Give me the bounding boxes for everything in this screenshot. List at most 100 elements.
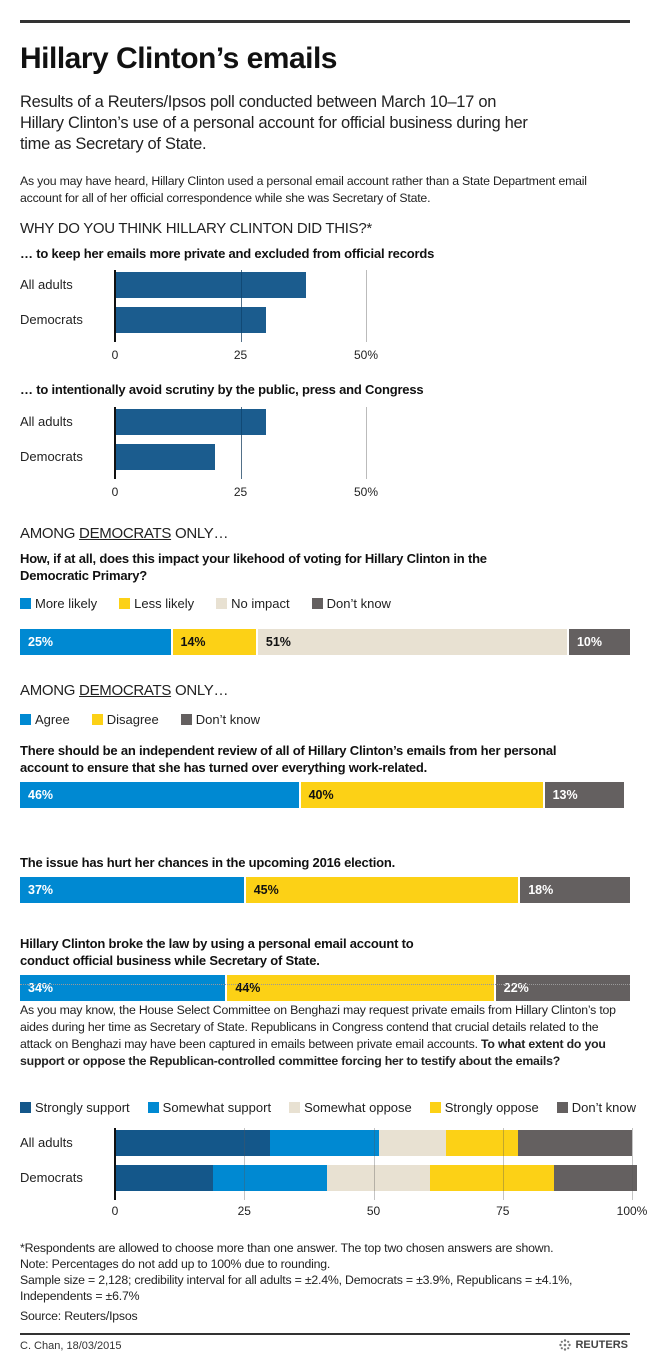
segment-strongly-oppose — [430, 1165, 555, 1191]
segment-agree: 46% — [20, 782, 301, 808]
footnote-rounding: Note: Percentages do not add up to 100% … — [20, 1257, 331, 1271]
segment-don-t-know: 18% — [520, 877, 630, 903]
footnote-respondents: *Respondents are allowed to choose more … — [20, 1241, 554, 1255]
legend-swatch — [216, 598, 228, 609]
among-democrats-heading-1: AMONG DEMOCRATS ONLY… — [20, 525, 229, 542]
chart3-legend: More likely Less likely No impact Don’t kno… — [20, 596, 391, 611]
top-rule — [20, 20, 630, 23]
tick-label: 50 — [366, 1204, 381, 1218]
chart-private-records: All adults Democrats 0 25 50% — [0, 270, 650, 370]
legend-item: More likely — [20, 596, 97, 611]
segment-disagree: 45% — [245, 877, 521, 903]
legend-label: Strongly support — [35, 1100, 130, 1115]
legend-swatch — [556, 1102, 568, 1113]
legend-label: Somewhat oppose — [304, 1100, 412, 1115]
intro-text: As you may have heard, Hillary Clinton u… — [20, 174, 587, 205]
segment-somewhat-oppose — [378, 1130, 446, 1156]
gridline-75 — [502, 1128, 504, 1200]
row-label: Democrats — [20, 1170, 83, 1185]
dotted-divider — [20, 984, 630, 985]
tick-label: 0 — [111, 348, 119, 362]
row-label: Democrats — [20, 449, 83, 464]
legend-label: No impact — [231, 596, 290, 611]
gridline-25 — [244, 1128, 246, 1200]
legend-swatch — [91, 714, 103, 725]
legend-item: Don’t know — [180, 712, 260, 727]
segment-agree: 37% — [20, 877, 246, 903]
legend-swatch — [289, 1102, 301, 1113]
legend-item: Agree — [20, 712, 70, 727]
bar-democrats — [115, 307, 266, 333]
tick-label: 0 — [111, 485, 119, 499]
segment-somewhat-support — [270, 1130, 379, 1156]
statement-block: The issue has hurt her chances in the up… — [20, 854, 630, 903]
row-label: All adults — [20, 1135, 73, 1150]
section-heading-why: WHY DO YOU THINK HILLARY CLINTON DID THI… — [20, 220, 372, 237]
tick-label: 75 — [496, 1204, 510, 1218]
segment-strongly-support — [115, 1165, 214, 1191]
segment-less-likely: 14% — [172, 629, 258, 655]
chart1-title: … to keep her emails more private and ex… — [20, 246, 435, 261]
segment-disagree: 40% — [300, 782, 545, 808]
tick-label: 25 — [233, 348, 248, 362]
axis-zero-line — [114, 407, 116, 479]
segment-don-t-know — [518, 1130, 632, 1156]
source: Source: Reuters/Ipsos — [20, 1309, 138, 1323]
chart5-legend: Strongly support Somewhat support Somewhat… — [20, 1100, 636, 1115]
chart2-title: … to intentionally avoid scrutiny by the… — [20, 382, 424, 397]
segment-no-impact: 51% — [257, 629, 569, 655]
bottom-rule — [20, 1333, 630, 1335]
legend-label: Agree — [35, 712, 70, 727]
tick-label: 100% — [616, 1204, 648, 1218]
segment-strongly-oppose — [445, 1130, 519, 1156]
legend-swatch — [20, 598, 31, 609]
legend-label: Don’t know — [571, 1100, 637, 1115]
segment-agree: 34% — [20, 975, 228, 1001]
credit: C. Chan, 18/03/2015 — [20, 1340, 122, 1352]
legend-swatch — [20, 714, 31, 725]
tick-label: 50% — [353, 348, 379, 362]
legend-swatch — [147, 1102, 159, 1113]
legend-label: Strongly oppose — [444, 1100, 539, 1115]
axis-zero-line — [114, 270, 116, 342]
chart4-legend: Agree Disagree Don’t know — [20, 712, 260, 727]
segment-don-t-know: 13% — [544, 782, 624, 808]
bar-all-adults — [115, 409, 266, 435]
gridline-overlay — [240, 407, 242, 479]
among-democrats-heading-2: AMONG DEMOCRATS ONLY… — [20, 682, 229, 699]
legend-item: Don’t know — [311, 596, 391, 611]
bar-all-adults — [115, 272, 306, 298]
chart3-stacked-bar: 25% 14% 51% 10% — [20, 629, 630, 655]
legend-item: Strongly support — [20, 1100, 130, 1115]
tick-label: 25 — [237, 1204, 251, 1218]
segment-somewhat-oppose — [326, 1165, 431, 1191]
legend-swatch — [311, 598, 323, 609]
statement-stacked-bar: 34% 44% 22% — [20, 975, 630, 1001]
bar-democrats — [115, 444, 216, 470]
legend-item: Less likely — [119, 596, 194, 611]
gridline-50 — [366, 407, 367, 479]
row-label: All adults — [20, 414, 73, 429]
chart-testify: All adults Democrats 0 25 50 75 100% — [0, 1128, 650, 1220]
segment-disagree: 44% — [227, 975, 496, 1001]
tick-label: 25 — [233, 485, 248, 499]
reuters-dots-icon — [559, 1339, 572, 1351]
legend-swatch — [429, 1102, 441, 1113]
statement-stacked-bar: 37% 45% 18% — [20, 877, 630, 903]
tick-label: 50% — [353, 485, 379, 499]
segment-somewhat-support — [213, 1165, 327, 1191]
segment-strongly-support — [115, 1130, 271, 1156]
chart3-question: How, if at all, does this impact your li… — [20, 551, 487, 583]
legend-item: No impact — [216, 596, 290, 611]
reuters-logo: REUTERS — [559, 1339, 628, 1351]
gridline-overlay — [240, 270, 242, 342]
statement-text: The issue has hurt her chances in the up… — [20, 855, 396, 870]
statement-block: There should be an independent review of… — [20, 742, 630, 808]
legend-label: More likely — [35, 596, 98, 611]
statement-text: There should be an independent review of… — [20, 743, 557, 775]
chart-avoid-scrutiny: All adults Democrats 0 25 50% — [0, 407, 650, 507]
legend-item: Strongly oppose — [429, 1100, 539, 1115]
legend-label: Somewhat support — [162, 1100, 272, 1115]
segment-don-t-know: 10% — [568, 629, 630, 655]
subtitle: Results of a Reuters/Ipsos poll conducte… — [20, 93, 528, 153]
